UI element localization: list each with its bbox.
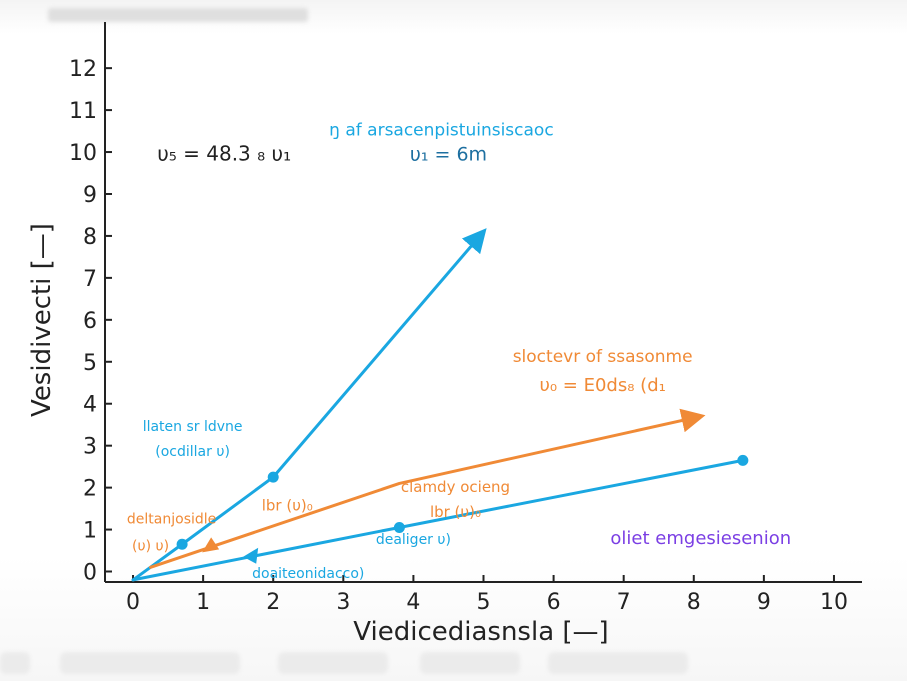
x-tick-label-4: 4	[406, 590, 420, 615]
annotation-ann_purple: oliet emgesiesenion	[610, 528, 791, 549]
x-tick-label-9: 9	[757, 590, 771, 615]
annotation-ann_blue_small: dealiger υ)	[376, 532, 451, 548]
annotation-ann_or_mid_1: clamdy ocieng	[401, 478, 510, 496]
y-tick-label-5: 5	[83, 351, 97, 376]
series-1-point-1	[737, 454, 749, 466]
annotation-ann_or_left_1: deltanjosidle	[127, 511, 216, 527]
x-tick-label-10: 10	[820, 590, 848, 615]
y-tick-label-4: 4	[83, 393, 97, 418]
tool-chip-3	[420, 652, 520, 674]
top-toolbar-blurred	[0, 0, 907, 34]
series-2-arrowhead	[243, 547, 259, 564]
blurred-title	[48, 8, 308, 22]
x-tick-label-2: 2	[266, 590, 280, 615]
x-tick-label-6: 6	[547, 590, 561, 615]
x-tick-label-8: 8	[687, 590, 701, 615]
x-tick-label-5: 5	[477, 590, 491, 615]
annotation-ann_or_lbl: lbr (υ)₀	[262, 497, 313, 515]
y-tick-label-3: 3	[83, 435, 97, 460]
y-axis-label: Vesidivecti [—]	[27, 223, 57, 417]
annotation-ann_or_2: υ₀ = E0ds₈ (d₁	[539, 375, 665, 396]
y-tick-label-12: 12	[69, 57, 97, 82]
x-tick-label-0: 0	[126, 590, 140, 615]
annotation-ann_blue_bottom: doaiteonidacco)	[252, 566, 364, 582]
x-tick-label-3: 3	[336, 590, 350, 615]
y-tick-label-8: 8	[83, 225, 97, 250]
annotation-ann_top_1: ŋ af arsacenpistuinsiscaoc	[329, 120, 554, 140]
y-tick-label-10: 10	[69, 141, 97, 166]
annotation-ann_or_mid_2: lbr (υ)₀	[430, 503, 481, 521]
bottom-panel-blurred	[0, 556, 907, 681]
series-line-0	[131, 228, 487, 582]
series-4-arrowhead	[202, 537, 220, 553]
annotation-ann_bl_2: (ocdillar υ)	[155, 444, 230, 460]
series-0-point-0	[176, 538, 188, 550]
tool-chip-4	[548, 652, 688, 674]
annotation-ann_left_eq: υ₅ = 48.3 ₈ υ₁	[157, 141, 291, 165]
y-tick-label-0: 0	[83, 561, 97, 586]
y-tick-label-6: 6	[83, 309, 97, 334]
series-0-point-1	[267, 471, 279, 483]
annotation-ann_bl_1: llaten sr ldvne	[143, 419, 243, 435]
tool-chip-2	[278, 652, 388, 674]
tool-chip-1	[60, 652, 240, 674]
annotation-ann_or_left_2: (υ) υ)	[132, 539, 169, 555]
annotation-ann_top_2: υ₁ = 6m	[410, 143, 487, 165]
y-tick-label-7: 7	[83, 267, 97, 292]
plus-icon	[0, 652, 30, 674]
y-tick-label-9: 9	[83, 183, 97, 208]
x-tick-label-1: 1	[196, 590, 210, 615]
y-tick-label-2: 2	[83, 477, 97, 502]
series-1-point-0	[393, 521, 405, 533]
x-axis-label: Viedicediasnsla [—]	[353, 617, 608, 647]
y-tick-label-1: 1	[83, 519, 97, 544]
series-line-3	[149, 408, 706, 569]
x-tick-label-7: 7	[617, 590, 631, 615]
annotation-ann_or_1: sloctevr of ssasonme	[513, 347, 693, 367]
y-tick-label-11: 11	[69, 99, 97, 124]
